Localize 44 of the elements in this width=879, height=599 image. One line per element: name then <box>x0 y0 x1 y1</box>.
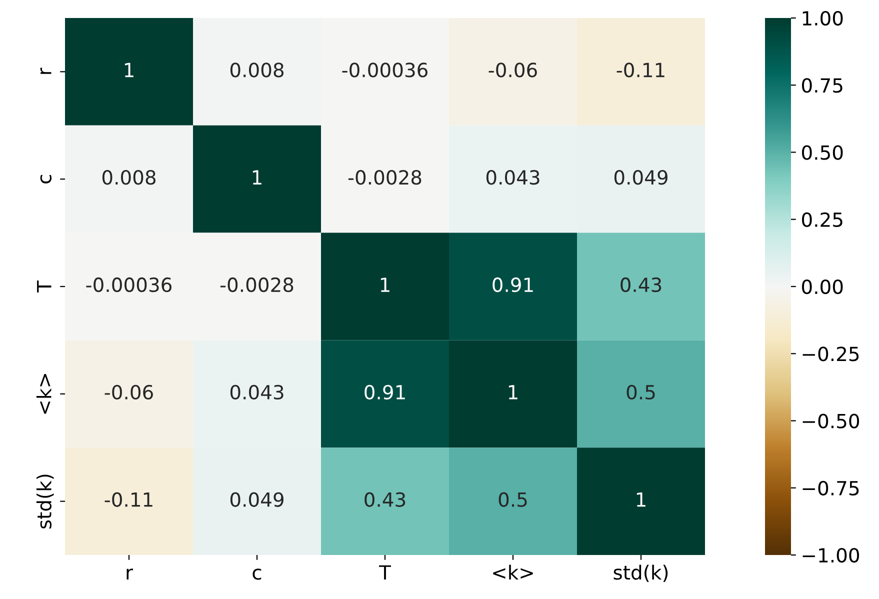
x-tick-label: <k> <box>493 564 533 580</box>
color-bar-label: −0.75 <box>802 480 859 496</box>
y-tick-label: std(k) <box>36 474 54 529</box>
data-label: -0.11 <box>616 62 664 78</box>
data-label: 0.008 <box>230 62 284 78</box>
data-label: -0.06 <box>488 62 537 78</box>
y-tick-label: c <box>40 174 52 184</box>
data-label: 0.5 <box>498 492 527 507</box>
color-bar-label: −0.50 <box>802 414 860 428</box>
data-label: -0.00036 <box>86 277 172 292</box>
data-label: -0.06 <box>104 384 153 400</box>
data-label: 0.43 <box>620 277 662 292</box>
color-bar-label: 0.00 <box>802 279 843 294</box>
data-label: 1 <box>124 62 134 78</box>
data-label: 1 <box>508 385 518 400</box>
y-tick-label: <k> <box>36 374 52 414</box>
x-tick-label: r <box>126 568 133 580</box>
data-label: -0.0028 <box>348 170 422 185</box>
y-tick-label: T <box>37 280 52 292</box>
data-label: 1 <box>380 278 390 292</box>
data-label: 0.91 <box>492 277 533 292</box>
color-bar-label: 0.50 <box>802 145 843 160</box>
data-label: 0.043 <box>230 384 284 400</box>
data-label: 0.5 <box>626 384 655 400</box>
data-label: 0.91 <box>364 384 405 400</box>
data-label: 0.043 <box>486 170 540 185</box>
color-bar-label: −0.25 <box>802 346 859 362</box>
data-label: 0.008 <box>102 170 156 185</box>
data-label: -0.0028 <box>220 277 294 292</box>
color-bar-label: 0.75 <box>802 78 842 93</box>
data-label: 0.049 <box>230 492 284 507</box>
data-label: 0.049 <box>614 170 668 185</box>
color-bar-label: −1.00 <box>802 548 860 563</box>
data-label: 0.43 <box>364 492 406 507</box>
data-label: 1 <box>636 492 646 507</box>
color-bar-label: 0.25 <box>802 212 842 228</box>
x-tick-label: c <box>252 568 262 580</box>
data-label: -0.11 <box>104 492 152 507</box>
x-tick-label: T <box>379 565 391 580</box>
data-label: -0.00036 <box>342 62 428 78</box>
x-tick-label: std(k) <box>614 564 668 582</box>
data-label: 1 <box>252 170 262 184</box>
y-tick-label: r <box>40 68 52 74</box>
color-bar-label: 1.00 <box>802 10 843 26</box>
